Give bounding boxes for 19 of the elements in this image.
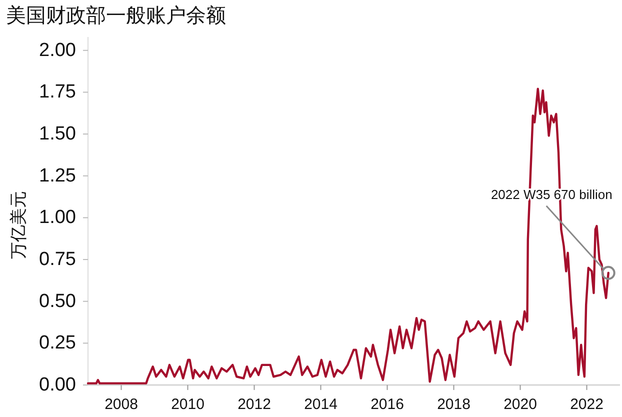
x-tick-label: 2008 bbox=[104, 396, 138, 413]
y-axis-title: 万亿美元 bbox=[9, 191, 28, 259]
y-tick-label: 1.50 bbox=[39, 124, 76, 145]
x-tick-label: 2018 bbox=[437, 396, 470, 413]
y-tick-label: 2.00 bbox=[39, 40, 76, 61]
y-tick-label: 0.75 bbox=[39, 249, 76, 270]
y-tick-label: 1.75 bbox=[39, 82, 76, 103]
y-tick-label: 0.00 bbox=[39, 374, 76, 396]
y-tick-label: 0.50 bbox=[39, 290, 76, 312]
x-tick-label: 2016 bbox=[370, 396, 404, 413]
x-tick-label: 2020 bbox=[504, 396, 537, 413]
x-tick-label: 2014 bbox=[304, 396, 338, 413]
chart-title: 美国财政部一般账户余额 bbox=[6, 4, 226, 27]
x-tick-label: 2022 bbox=[570, 396, 604, 413]
y-tick-label: 1.00 bbox=[39, 207, 76, 228]
x-tick-label: 2012 bbox=[238, 396, 271, 413]
x-tick-label: 2010 bbox=[171, 396, 204, 413]
y-tick-label: 0.25 bbox=[39, 332, 76, 354]
y-tick-label: 1.25 bbox=[39, 165, 76, 186]
